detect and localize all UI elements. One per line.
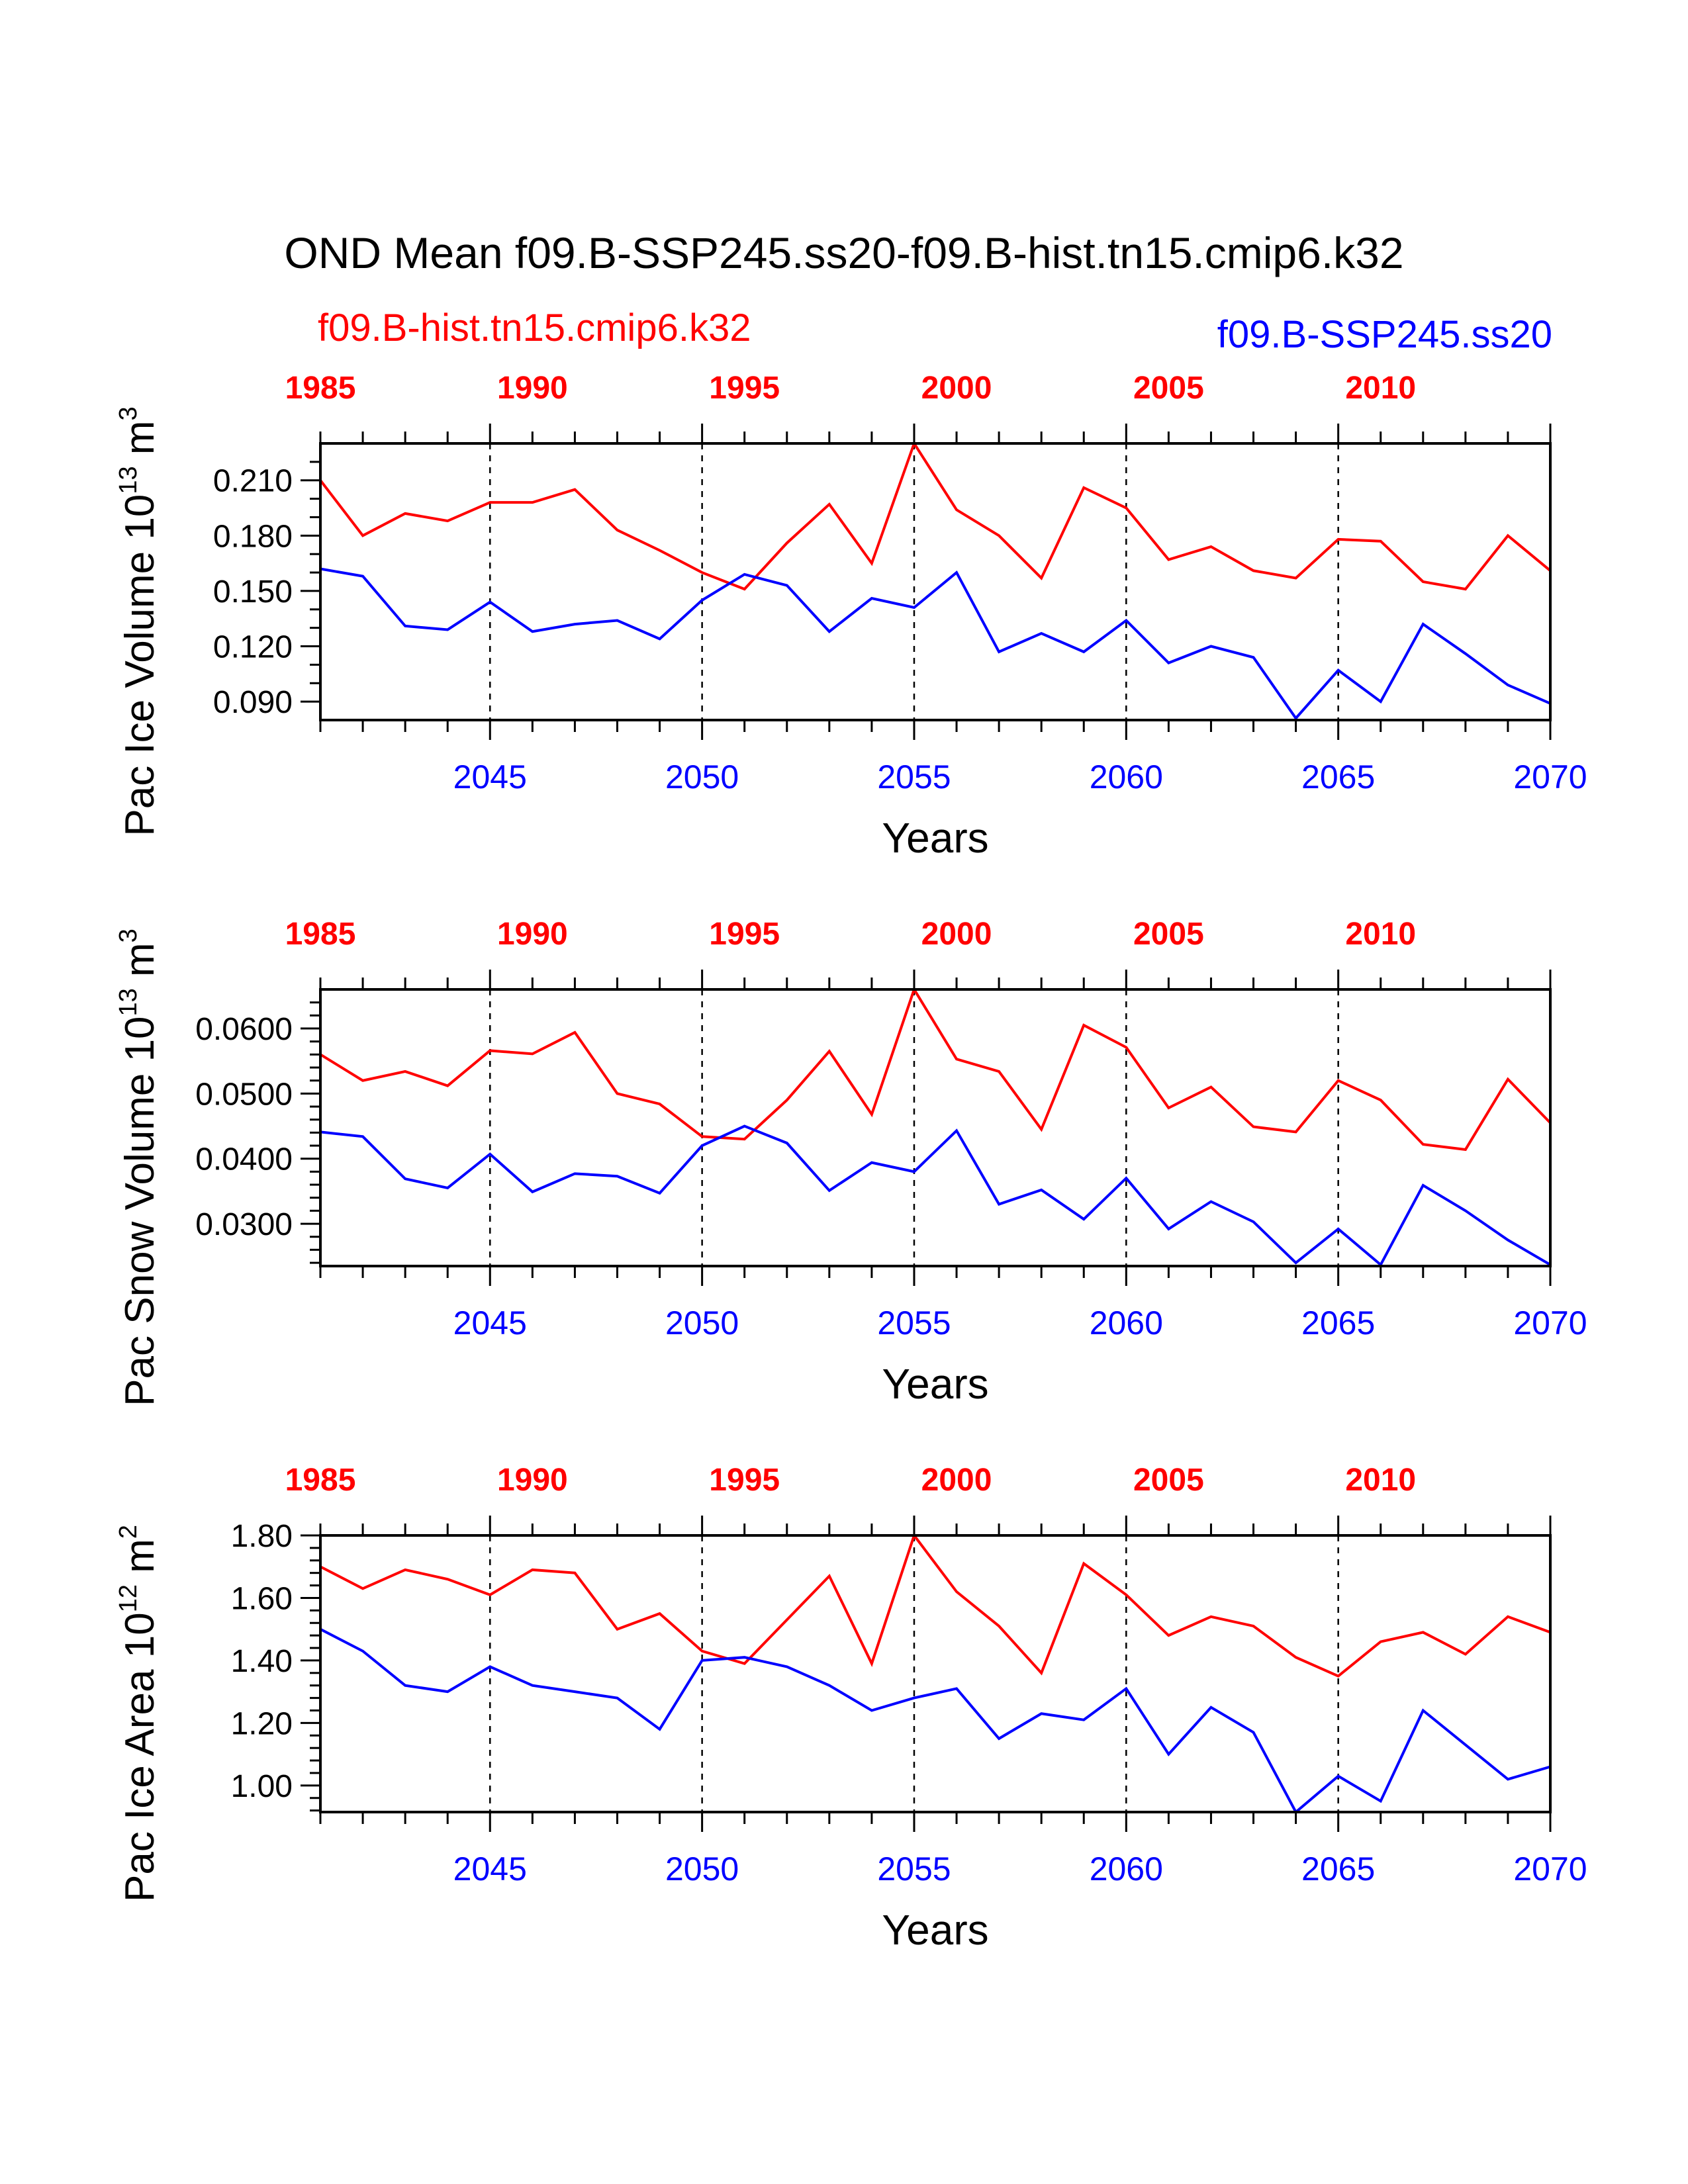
- x-tick-label-top: 1985: [285, 1463, 356, 1498]
- x-tick-label-bottom: 2045: [453, 758, 527, 796]
- y-tick-label: 1.00: [231, 1769, 293, 1804]
- x-tick-label-top: 2005: [1133, 1463, 1204, 1498]
- x-tick-label-bottom: 2070: [1513, 1304, 1587, 1342]
- y-tick-label: 0.210: [213, 464, 293, 499]
- series-line-ssp: [320, 1124, 1552, 1267]
- y-axis-title-part: Pac Snow Volume 10: [117, 1016, 163, 1406]
- y-axis-title-part: m: [117, 1539, 163, 1584]
- series-line-hist: [319, 440, 1552, 591]
- y-axis-title-part: 2: [115, 1525, 142, 1539]
- x-tick-label-bottom: 2050: [665, 1850, 739, 1888]
- y-axis-title-part: 3: [115, 929, 142, 942]
- x-tick-label-top: 2010: [1345, 371, 1416, 406]
- x-tick-label-top: 2010: [1345, 917, 1416, 952]
- series-line-hist: [319, 986, 1552, 1152]
- x-tick-label-top: 1985: [285, 917, 356, 952]
- x-tick-label-bottom: 2065: [1301, 1850, 1375, 1888]
- x-tick-label-top: 1995: [709, 1463, 780, 1498]
- x-tick-label-top: 1990: [497, 917, 568, 952]
- x-tick-label-bottom: 2060: [1090, 1850, 1163, 1888]
- y-axis-title-part: 13: [115, 466, 142, 494]
- x-axis-title: Years: [882, 814, 988, 862]
- x-tick-label-top: 1985: [285, 371, 356, 406]
- y-axis-title-part: m: [117, 421, 163, 467]
- y-tick-label: 0.0600: [195, 1012, 293, 1047]
- x-tick-label-bottom: 2055: [877, 1304, 951, 1342]
- y-axis-title-part: 3: [115, 406, 142, 420]
- y-axis-title-part: Pac Ice Area 10: [117, 1612, 163, 1902]
- y-tick-label: 1.60: [231, 1581, 293, 1616]
- x-tick-label-top: 2000: [921, 371, 992, 406]
- x-tick-label-bottom: 2055: [877, 758, 951, 796]
- x-tick-label-bottom: 2045: [453, 1304, 527, 1342]
- x-axis-title: Years: [882, 1360, 988, 1408]
- figure-title: OND Mean f09.B-SSP245.ss20-f09.B-hist.tn…: [284, 228, 1403, 277]
- chart-panel-2: 2045 2050 2055 2060 2065 2070 1985 1990 1995 2000…: [115, 917, 1587, 1408]
- x-tick-label-bottom: 2045: [453, 1850, 527, 1888]
- x-tick-label-bottom: 2060: [1090, 1304, 1163, 1342]
- y-tick-label: 0.0300: [195, 1207, 293, 1242]
- x-tick-label-top: 2010: [1345, 1463, 1416, 1498]
- y-axis-title-part: Pac Ice Volume 10: [117, 494, 163, 837]
- legend-ssp: f09.B-SSP245.ss20: [1217, 313, 1552, 356]
- x-tick-label-top: 2000: [921, 917, 992, 952]
- y-axis-title-part: 12: [115, 1584, 142, 1612]
- x-tick-label-bottom: 2065: [1301, 758, 1375, 796]
- y-axis-title: Pac Snow Volume 1013 m3: [115, 929, 163, 1406]
- y-tick-label: 0.120: [213, 630, 293, 665]
- y-tick-label: 0.0400: [195, 1142, 293, 1177]
- x-tick-label-top: 1995: [709, 917, 780, 952]
- series-line-hist: [320, 1532, 1551, 1678]
- x-tick-label-top: 2005: [1133, 917, 1204, 952]
- x-axis-title: Years: [882, 1906, 988, 1954]
- y-tick-label: 0.180: [213, 519, 293, 554]
- y-axis-title: Pac Ice Volume 1013 m3: [115, 406, 163, 836]
- x-tick-label-bottom: 2050: [665, 1304, 739, 1342]
- y-axis-title: Pac Ice Area 1012 m2: [115, 1525, 163, 1902]
- y-tick-label: 0.150: [213, 574, 293, 610]
- legend-hist: f09.B-hist.tn15.cmip6.k32: [318, 306, 751, 349]
- y-tick-label: 0.0500: [195, 1077, 293, 1112]
- y-axis-title-part: m: [117, 942, 163, 988]
- x-tick-label-bottom: 2070: [1513, 1850, 1587, 1888]
- panels: 2045 2050 2055 2060 2065 2070 1985 1990 1995 2000…: [115, 371, 1587, 1954]
- x-tick-label-top: 1995: [709, 371, 780, 406]
- plot-frame: [319, 988, 1552, 1267]
- chart-panel-1: 2045 2050 2055 2060 2065 2070 1985 1990 1995 2000…: [115, 371, 1587, 862]
- plot-frame: [319, 442, 1552, 721]
- x-tick-label-top: 1990: [497, 371, 568, 406]
- x-tick-label-bottom: 2065: [1301, 1304, 1375, 1342]
- y-tick-label: 1.80: [231, 1519, 293, 1554]
- x-tick-label-top: 2005: [1133, 371, 1204, 406]
- x-tick-label-bottom: 2060: [1090, 758, 1163, 796]
- x-tick-label-top: 1990: [497, 1463, 568, 1498]
- y-axis-title-part: 13: [115, 988, 142, 1016]
- x-tick-label-bottom: 2050: [665, 758, 739, 796]
- x-tick-label-top: 2000: [921, 1463, 992, 1498]
- x-tick-label-bottom: 2070: [1513, 758, 1587, 796]
- y-tick-label: 1.40: [231, 1644, 293, 1679]
- y-tick-label: 0.090: [213, 685, 293, 720]
- x-tick-label-bottom: 2055: [877, 1850, 951, 1888]
- series-line-ssp: [320, 1627, 1551, 1815]
- chart-panel-3: 2045 2050 2055 2060 2065 2070 1985 1990 1995 2000…: [115, 1463, 1587, 1954]
- series-line-ssp: [320, 567, 1551, 721]
- y-tick-label: 1.20: [231, 1706, 293, 1741]
